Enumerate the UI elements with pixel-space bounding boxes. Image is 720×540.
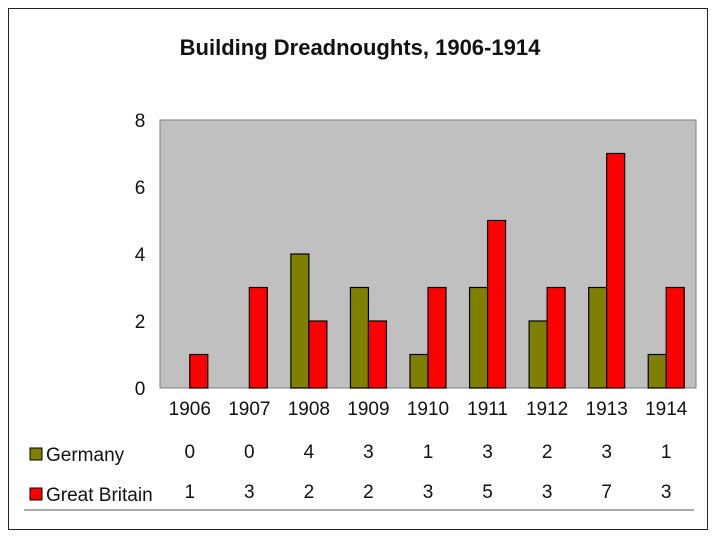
table-value: 1 <box>423 442 434 463</box>
table-value: 3 <box>423 482 434 503</box>
x-category-label: 1908 <box>288 399 330 420</box>
table-value: 5 <box>482 482 493 503</box>
table-value: 3 <box>601 442 612 463</box>
bar-great-britain-1914 <box>665 286 685 389</box>
bar-germany-1914 <box>647 353 667 389</box>
bar-germany-1910 <box>409 353 429 389</box>
table-value: 2 <box>542 442 553 463</box>
bar-germany-1908 <box>290 253 310 389</box>
x-category-label: 1909 <box>347 399 389 420</box>
table-value: 3 <box>482 442 493 463</box>
table-value: 2 <box>304 482 315 503</box>
chart-title: Building Dreadnoughts, 1906-1914 <box>180 35 541 60</box>
table-value: 0 <box>184 442 195 463</box>
bar-great-britain-1913 <box>606 152 626 389</box>
bar-great-britain-1910 <box>427 286 447 389</box>
table-value: 3 <box>363 442 374 463</box>
table-value: 2 <box>363 482 374 503</box>
bar-great-britain-1906 <box>189 353 209 389</box>
bar-great-britain-1911 <box>486 219 507 389</box>
x-category-label: 1907 <box>228 399 270 420</box>
table-value: 1 <box>661 442 672 463</box>
x-category-label: 1906 <box>169 399 211 420</box>
y-tick-label: 8 <box>135 111 146 132</box>
table-value: 3 <box>244 482 255 503</box>
legend-label: Great Britain <box>46 485 153 506</box>
table-value: 3 <box>661 482 672 503</box>
legend-swatch-great-britain <box>29 487 43 501</box>
y-axis: 0 2 4 6 8 <box>135 111 146 400</box>
bar-great-britain-1908 <box>308 320 328 389</box>
legend-label: Germany <box>46 445 125 466</box>
x-category-label: 1910 <box>407 399 449 420</box>
x-category-label: 1912 <box>526 399 568 420</box>
y-tick-label: 0 <box>135 379 146 400</box>
table-value: 7 <box>601 482 612 503</box>
table-value: 3 <box>542 482 553 503</box>
x-category-label: 1913 <box>586 399 628 420</box>
y-tick-label: 6 <box>135 178 146 199</box>
bar-great-britain-1912 <box>546 286 566 389</box>
bar-great-britain-1909 <box>367 320 388 389</box>
bar-germany-1912 <box>528 320 548 389</box>
y-tick-label: 2 <box>135 312 146 333</box>
bar-germany-1911 <box>468 286 489 389</box>
legend-swatch-germany <box>29 447 43 461</box>
bar-series <box>189 152 685 389</box>
x-axis-categories: 1906 1907 1908 1909 1910 1911 1912 1913 1914 <box>169 399 688 420</box>
table-value: 4 <box>304 442 315 463</box>
x-category-label: 1914 <box>645 399 688 420</box>
x-category-label: 1911 <box>467 399 508 420</box>
bar-germany-1913 <box>588 286 608 389</box>
bar-germany-1909 <box>349 286 370 389</box>
bar-great-britain-1907 <box>248 286 268 389</box>
table-value: 0 <box>244 442 255 463</box>
y-tick-label: 4 <box>135 245 146 266</box>
data-table-legend: Germany 0 0 4 3 1 3 2 3 1 Great Britain 1 3 2 2 3 5 3 7 3 <box>24 442 694 511</box>
table-value: 1 <box>184 482 195 503</box>
